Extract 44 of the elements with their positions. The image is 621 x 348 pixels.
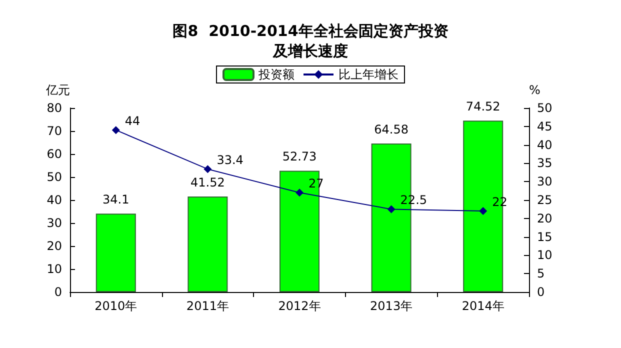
point — [204, 165, 212, 174]
y2-tick-label: 30 — [537, 174, 552, 189]
y-tick-label: 30 — [46, 216, 62, 230]
y-tick-label: 40 — [46, 193, 62, 207]
x-tick-label: 2013年 — [370, 299, 413, 313]
legend-label: 投资额 — [258, 68, 294, 82]
y-tick-label: 50 — [46, 170, 62, 184]
data-label: 52.73 — [282, 150, 317, 164]
y2-tick-label: 15 — [537, 230, 552, 244]
chart-title: 图8 2010-2014年全社会固定资产投资及增长速度 — [172, 22, 448, 60]
x-tick-label: 2010年 — [94, 299, 138, 313]
y-tick-label: 20 — [46, 239, 62, 253]
data-label: 33.4 — [216, 153, 244, 168]
legend-label: 比上年增长 — [338, 68, 398, 82]
data-label: 34.1 — [102, 192, 130, 207]
y2-tick-label: 35 — [537, 156, 552, 170]
point — [296, 188, 304, 197]
y-axis-title: 亿元 — [45, 83, 70, 97]
y-tick-label: 80 — [46, 101, 62, 115]
y2-axis-title: % — [529, 83, 540, 97]
data-label: 74.52 — [466, 100, 500, 114]
bar — [188, 196, 228, 292]
y2-tick-label: 25 — [537, 193, 552, 207]
data-label: 64.58 — [374, 122, 408, 136]
y2-tick-label: 20 — [537, 211, 552, 226]
y-tick-label: 70 — [46, 124, 62, 138]
y-tick-label: 0 — [54, 285, 62, 299]
y2-tick-label: 50 — [537, 101, 552, 115]
y-tick-label: 60 — [46, 147, 62, 161]
x-tick-label: 2014年 — [462, 299, 504, 313]
point — [387, 205, 396, 214]
data-label: 41.52 — [190, 176, 225, 190]
data-label: 44 — [124, 114, 140, 128]
point — [479, 207, 488, 216]
y2-tick-label: 5 — [537, 266, 545, 281]
x-tick-label: 2012年 — [278, 299, 321, 313]
y-tick-label: 10 — [46, 262, 62, 276]
y2-tick-label: 10 — [537, 248, 552, 262]
x-tick-label: 2011年 — [186, 299, 229, 313]
point — [112, 126, 120, 134]
y2-tick-label: 45 — [537, 119, 552, 134]
y2-tick-label: 40 — [537, 138, 552, 152]
bar — [96, 214, 136, 292]
y2-tick-label: 0 — [537, 285, 545, 299]
